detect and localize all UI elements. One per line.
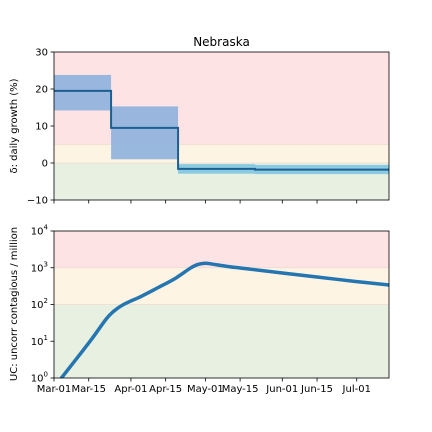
- growth-y-tick-label: 20: [35, 85, 48, 96]
- contagious-panel: 100 101 102 103 104 Mar-01 Mar-15 Apr-01 Apr-15…: [9, 224, 390, 395]
- contagious-x-tick-label: May-01: [187, 384, 224, 395]
- growth-x-ticks: [53, 200, 358, 204]
- contagious-y-tick-label: 102: [31, 297, 48, 311]
- contagious-y-ticks: 100 101 102 103 104: [31, 224, 54, 385]
- growth-ci-band-2: [111, 106, 179, 160]
- contagious-x-tick-label: Jul-01: [342, 384, 371, 395]
- growth-y-tick-label: 0: [42, 159, 48, 170]
- contagious-series-line: [59, 261, 389, 378]
- contagious-x-tick-label: Mar-01: [37, 384, 72, 395]
- contagious-x-tick-label: Jun-15: [300, 384, 333, 395]
- growth-panel: −10 0 10 20 30 Nebraska δ: daily growth (%): [9, 35, 390, 207]
- contagious-curve: [59, 261, 389, 378]
- contagious-zone-high: [54, 231, 389, 268]
- chart-title: Nebraska: [193, 35, 250, 49]
- contagious-x-tick-label: Jun-01: [265, 384, 298, 395]
- contagious-zones: [54, 231, 389, 378]
- contagious-x-tick-label: May-15: [222, 384, 259, 395]
- growth-ci-band-1: [54, 74, 112, 111]
- contagious-y-tick-label: 100: [31, 371, 48, 385]
- contagious-y-axis-label: UC: uncorr contagious / million: [9, 227, 20, 381]
- growth-y-axis-label: δ: daily growth (%): [9, 78, 20, 173]
- growth-zones: [54, 52, 389, 200]
- growth-y-tick-label: 10: [35, 122, 48, 133]
- contagious-y-tick-label: 101: [31, 334, 48, 348]
- contagious-y-tick-label: 103: [31, 260, 48, 274]
- growth-step-series: [54, 89, 389, 171]
- contagious-x-tick-label: Apr-15: [149, 384, 182, 395]
- growth-zone-mid: [54, 144, 389, 163]
- growth-y-ticks: −10 0 10 20 30: [27, 48, 54, 207]
- contagious-zone-mid: [54, 267, 389, 305]
- contagious-x-tick-label: Mar-15: [71, 384, 106, 395]
- contagious-y-tick-label: 104: [31, 224, 49, 238]
- contagious-zone-low: [54, 304, 389, 378]
- contagious-x-tick-label: Apr-01: [114, 384, 147, 395]
- growth-y-tick-label: −10: [27, 196, 48, 207]
- growth-step-line: [54, 89, 389, 171]
- growth-y-tick-label: 30: [35, 48, 48, 59]
